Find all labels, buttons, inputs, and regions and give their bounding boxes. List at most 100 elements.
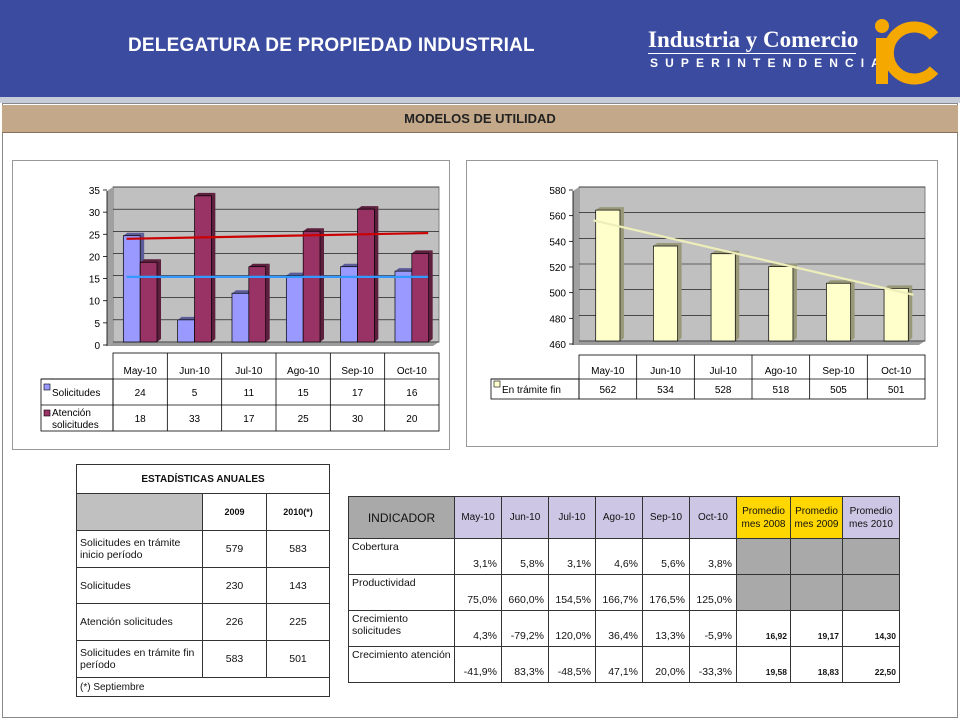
bar-top	[653, 243, 682, 247]
bar-top	[595, 207, 624, 211]
y-tick-label: 520	[549, 263, 566, 274]
indicator-value: 3,8%	[689, 538, 737, 575]
y-tick-label: 560	[549, 212, 566, 223]
indicator-prom-2010: Promedio mes 2010	[842, 496, 900, 539]
indicator-value: 166,7%	[595, 574, 643, 611]
data-table-value: 25	[298, 414, 310, 425]
data-table-value: 17	[243, 414, 255, 425]
indicator-prom-2008: Promedio mes 2008	[736, 496, 791, 539]
panel-header: MODELOS DE UTILIDAD	[2, 105, 958, 133]
bar-side	[428, 250, 433, 342]
data-table-value: 16	[406, 388, 418, 399]
legend-frame	[40, 378, 114, 432]
bar-top	[394, 268, 416, 272]
annual-row-label: Solicitudes	[76, 567, 203, 604]
plot-side-wall	[107, 187, 113, 346]
indicator-value: 47,1%	[595, 646, 643, 683]
indicator-prom-value: 19,17	[790, 610, 843, 647]
annual-row-2010: 143	[266, 567, 330, 604]
category-label: Ago-10	[287, 366, 320, 377]
data-table-value: 505	[830, 385, 847, 396]
trendline	[126, 231, 429, 240]
indicator-label: Crecimiento atención	[348, 646, 455, 683]
bar	[595, 209, 621, 342]
data-table-value: 501	[888, 385, 905, 396]
indicator-value: 120,0%	[548, 610, 596, 647]
indicator-prom-empty	[790, 574, 843, 611]
legend-label: En trámite fin	[502, 385, 561, 396]
indicator-value: 83,3%	[501, 646, 549, 683]
bar	[231, 292, 250, 343]
indicator-value: 4,3%	[454, 610, 502, 647]
bar-top	[194, 192, 216, 196]
data-table-value: 11	[244, 388, 255, 399]
bar	[248, 266, 267, 343]
data-table-value: 518	[772, 385, 789, 396]
indicator-prom-2009: Promedio mes 2009	[790, 496, 843, 539]
indicator-value: 660,0%	[501, 574, 549, 611]
category-label: Oct-10	[397, 366, 427, 377]
y-tick-label: 15	[89, 275, 101, 286]
page-title: DELEGATURA DE PROPIEDAD INDUSTRIAL	[128, 35, 535, 56]
legend-swatch	[43, 383, 51, 391]
category-label: Sep-10	[822, 366, 855, 377]
indicator-value: -5,9%	[689, 610, 737, 647]
plot-floor	[107, 342, 439, 346]
data-table-value: 20	[406, 414, 418, 425]
plot-side-wall	[573, 187, 579, 345]
header-bar: DELEGATURA DE PROPIEDAD INDUSTRIAL Indus…	[0, 0, 960, 97]
annual-row-2010: 583	[266, 530, 330, 568]
logo-subtitle: SUPERINTENDENCIA	[650, 56, 887, 70]
indicator-prom-empty	[736, 574, 791, 611]
annual-col-2010: 2010(*)	[266, 493, 330, 531]
bar-side	[792, 263, 797, 341]
data-table-value: 534	[657, 385, 674, 396]
category-label: Jul-10	[235, 366, 263, 377]
data-table-value: 30	[352, 414, 364, 425]
sic-logo-icon	[875, 19, 939, 85]
y-tick-label: 500	[549, 289, 566, 300]
indicator-value: 3,1%	[454, 538, 502, 575]
indicator-value: 36,4%	[595, 610, 643, 647]
legend-frame	[490, 378, 580, 400]
indicator-month: Sep-10	[642, 496, 690, 539]
indicator-label: Cobertura	[348, 538, 455, 575]
bar-side	[735, 250, 740, 341]
annual-row-label: Atención solicitudes	[76, 603, 203, 641]
annual-row-2010: 501	[266, 640, 330, 678]
bar-side	[850, 280, 855, 341]
logo-divider	[648, 53, 856, 54]
indicator-month: Ago-10	[595, 496, 643, 539]
annual-stats-table: ESTADÍSTICAS ANUALES 2009 2010(*) Solici…	[76, 464, 330, 697]
category-label: Jul-10	[710, 366, 738, 377]
indicator-value: 154,5%	[548, 574, 596, 611]
indicator-prom-empty	[842, 574, 900, 611]
y-tick-label: 480	[549, 314, 566, 325]
indicator-month: Jul-10	[548, 496, 596, 539]
annual-row-2009: 226	[202, 603, 267, 641]
annual-footnote: (*) Septiembre	[76, 677, 330, 697]
indicator-prom-value: 14,30	[842, 610, 900, 647]
y-tick-label: 5	[94, 319, 100, 330]
indicator-value: 5,8%	[501, 538, 549, 575]
bar	[411, 253, 430, 343]
indicator-value: -41,9%	[454, 646, 502, 683]
indicator-prom-empty	[790, 538, 843, 575]
bar	[826, 282, 851, 342]
bar-top	[123, 232, 145, 236]
annual-row-label: Solicitudes en trámite fin período	[76, 640, 203, 678]
bar	[194, 195, 212, 343]
indicator-prom-empty	[736, 538, 791, 575]
category-label: Jun-10	[650, 366, 681, 377]
panel-title: MODELOS DE UTILIDAD	[404, 111, 556, 126]
bar-top	[340, 263, 362, 267]
data-table-value: 562	[599, 385, 616, 396]
indicator-prom-value: 19,58	[736, 646, 791, 683]
annual-row-2009: 230	[202, 567, 267, 604]
y-tick-label: 30	[89, 208, 101, 219]
bar-top	[303, 228, 325, 232]
chart-tramite-box: 460 480 500 520 540 560 580 May-10 Jun-10 Jul-10 A…	[466, 160, 938, 447]
y-tick-label: 540	[549, 237, 566, 248]
bar	[653, 245, 678, 342]
indicator-month: Oct-10	[689, 496, 737, 539]
